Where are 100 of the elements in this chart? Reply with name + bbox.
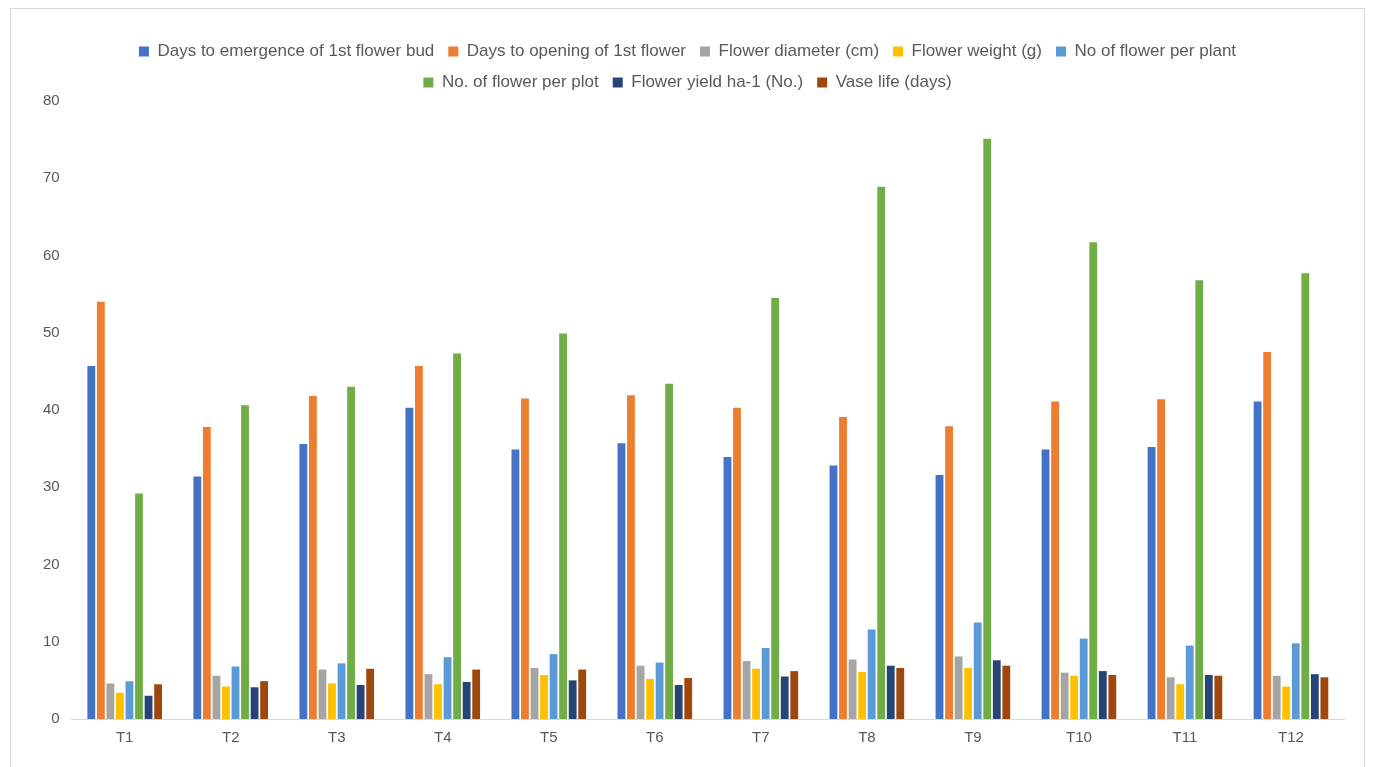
bar — [96, 301, 105, 719]
bar — [549, 654, 558, 719]
bar — [337, 663, 346, 719]
bar — [202, 427, 211, 719]
bar — [443, 657, 452, 719]
bar — [858, 671, 867, 719]
bar — [260, 681, 269, 719]
bar — [472, 669, 481, 719]
x-tick-label: T3 — [327, 728, 346, 746]
bar — [1263, 352, 1272, 719]
bar — [578, 669, 587, 719]
x-tick-label: T4 — [434, 728, 452, 746]
bar — [434, 684, 442, 719]
bar — [877, 186, 886, 719]
bar — [462, 681, 471, 719]
bar — [1060, 672, 1069, 719]
bar — [723, 457, 732, 719]
bar — [1070, 675, 1079, 719]
legend-label: Vase life (days) — [835, 72, 952, 92]
x-tick-label: T12 — [1278, 728, 1304, 746]
bar — [106, 683, 115, 719]
bar — [790, 671, 799, 719]
bar — [405, 407, 414, 719]
legend-label: Flower yield ha-1 (No.) — [631, 72, 804, 92]
bar — [521, 398, 529, 719]
bar — [945, 426, 953, 719]
bar — [299, 443, 308, 719]
x-tick-label: T11 — [1172, 728, 1198, 746]
bar — [154, 684, 163, 719]
bar — [1301, 273, 1310, 719]
bar — [1272, 675, 1281, 719]
bar — [1253, 401, 1262, 719]
bar — [222, 686, 230, 719]
bar — [308, 396, 317, 719]
bar — [742, 661, 751, 719]
bar — [135, 493, 143, 719]
bar — [241, 405, 249, 719]
bar — [752, 668, 760, 719]
bar — [886, 665, 895, 719]
bar — [1002, 665, 1011, 719]
bar — [424, 674, 433, 719]
bar — [1320, 677, 1329, 719]
legend-label: Days to opening of 1st flower — [466, 41, 687, 61]
bar — [366, 668, 375, 719]
bar — [761, 647, 770, 719]
bar — [511, 449, 520, 719]
bar — [780, 676, 789, 719]
bar — [771, 297, 780, 719]
y-tick-label: 50 — [43, 322, 60, 340]
x-tick-label: T10 — [1066, 728, 1092, 746]
bar — [1166, 677, 1175, 719]
x-tick-label: T1 — [115, 728, 134, 746]
legend-label: No. of flower per plot — [441, 72, 600, 92]
bar — [896, 668, 905, 719]
bar — [116, 692, 124, 719]
bar — [1089, 242, 1098, 719]
legend-label: Flower diameter (cm) — [718, 41, 880, 61]
bar — [559, 333, 568, 719]
bar — [1051, 401, 1059, 719]
x-tick-label: T9 — [964, 728, 982, 746]
bar — [540, 674, 548, 719]
bar — [1176, 684, 1185, 719]
bar — [665, 383, 674, 719]
bar — [627, 395, 635, 719]
bar — [568, 680, 577, 719]
bar — [1204, 674, 1213, 719]
bar — [1041, 449, 1050, 719]
bar — [1195, 280, 1204, 719]
bar — [655, 662, 664, 719]
x-tick-label: T5 — [540, 728, 558, 746]
x-tick-label: T8 — [858, 728, 876, 746]
y-tick-label: 70 — [43, 168, 60, 186]
bar — [867, 629, 876, 719]
bar — [1185, 645, 1194, 719]
legend-label: Flower weight (g) — [911, 41, 1042, 61]
bar — [617, 443, 626, 719]
bar — [1157, 399, 1166, 719]
bar — [839, 416, 847, 719]
bar — [328, 683, 336, 719]
bar — [973, 622, 982, 719]
y-tick-label: 30 — [43, 477, 60, 495]
bar — [983, 138, 992, 719]
legend-label: Days to emergence of 1st flower bud — [157, 41, 435, 61]
x-tick-label: T7 — [752, 728, 770, 746]
bar — [733, 407, 741, 719]
bar — [1310, 674, 1319, 719]
bar — [1098, 671, 1107, 719]
bar — [125, 681, 134, 719]
bar — [992, 660, 1001, 719]
x-tick-label: T2 — [221, 728, 240, 746]
legend-label: No of flower per plant — [1074, 41, 1237, 61]
bar — [1291, 643, 1300, 719]
bar — [964, 668, 973, 719]
bar — [212, 675, 221, 719]
bar — [646, 678, 654, 719]
bar — [87, 365, 96, 719]
bar — [193, 476, 202, 719]
y-tick-label: 10 — [43, 631, 60, 649]
y-tick-label: 60 — [43, 245, 60, 263]
bar — [250, 687, 259, 719]
